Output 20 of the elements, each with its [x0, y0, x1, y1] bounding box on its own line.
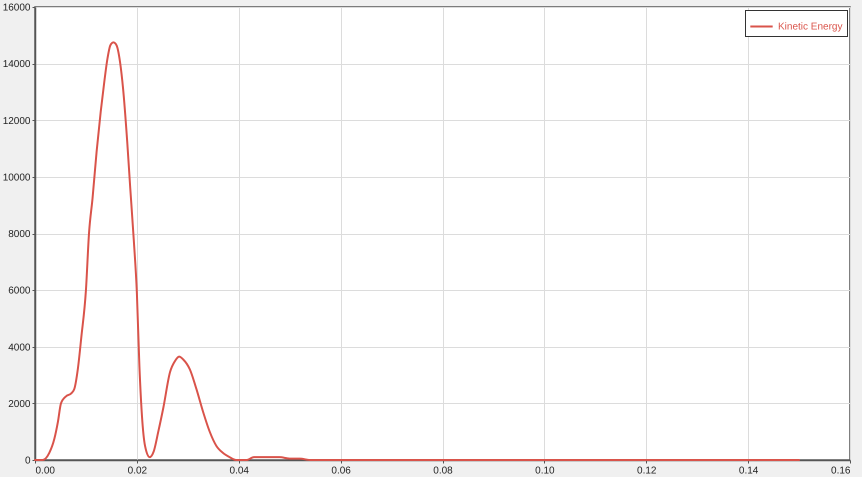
- y-tick-label: 16000: [2, 2, 31, 14]
- x-tick-label: 0.10: [535, 466, 556, 476]
- y-tick-label: 2000: [8, 398, 31, 410]
- y-tick-label: 8000: [8, 229, 31, 240]
- x-tick-label: 0.12: [637, 466, 657, 476]
- x-tick-label: 0.04: [230, 466, 250, 476]
- x-tick-label: 0.00: [36, 466, 56, 476]
- y-tick-label: 0: [24, 456, 31, 466]
- line-series: [34, 41, 800, 461]
- y-tick-label: 10000: [2, 172, 31, 184]
- y-tick-label: 14000: [2, 59, 31, 70]
- x-tick-label: 0.02: [128, 466, 148, 476]
- x-tick-label: 0.08: [433, 466, 454, 476]
- y-tick-label: 4000: [8, 342, 31, 354]
- x-tick-label: 0.06: [331, 466, 352, 476]
- x-tick-label: 0.14: [738, 466, 759, 476]
- y-tick-label: 12000: [2, 116, 31, 127]
- y-tick-label: 6000: [8, 286, 31, 297]
- x-tick-label: 0.16: [831, 466, 851, 476]
- legend-label: Kinetic Energy: [778, 22, 842, 32]
